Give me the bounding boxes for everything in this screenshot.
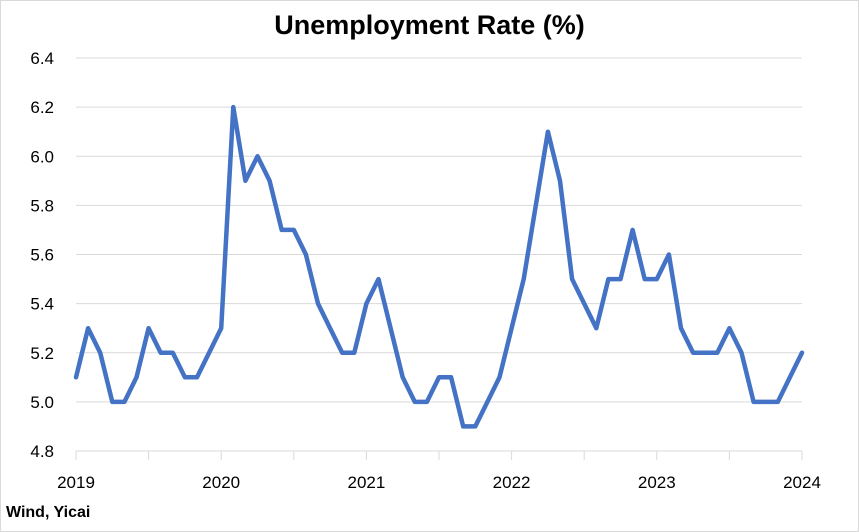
data-point (498, 376, 501, 379)
data-point (184, 376, 186, 379)
source-note: Wind, Yicai (6, 504, 91, 521)
data-point (414, 401, 416, 403)
data-point (522, 278, 525, 280)
data-point (680, 327, 682, 329)
y-tick-label: 4.8 (30, 442, 54, 461)
data-point (656, 278, 658, 280)
data-point (668, 253, 670, 256)
x-tick-label: 2019 (57, 473, 95, 492)
data-point (75, 376, 77, 379)
y-tick-label: 5.6 (30, 246, 54, 265)
data-point (740, 351, 743, 354)
data-point (619, 278, 622, 280)
data-point (450, 376, 452, 379)
x-tick-label: 2024 (783, 473, 821, 492)
data-point (317, 302, 319, 305)
data-point (752, 401, 755, 403)
chart-title: Unemployment Rate (%) (274, 10, 585, 40)
y-tick-label: 6.2 (30, 98, 54, 117)
data-point (268, 180, 271, 182)
data-point (353, 351, 356, 354)
data-point (801, 351, 803, 354)
data-point (147, 327, 150, 329)
data-point (510, 327, 513, 329)
data-point (172, 351, 174, 354)
x-tick-label: 2022 (493, 473, 531, 492)
data-point (99, 351, 101, 354)
data-point (365, 302, 368, 305)
data-point (789, 376, 791, 379)
data-point (111, 401, 114, 403)
data-point (135, 376, 138, 379)
data-point (232, 106, 235, 108)
data-point (244, 180, 247, 182)
data-point (462, 425, 465, 428)
data-point (535, 204, 537, 207)
data-point (293, 229, 295, 231)
data-point (159, 351, 162, 354)
data-point (559, 180, 561, 182)
data-point (631, 229, 634, 231)
data-point (692, 351, 694, 354)
data-point (401, 376, 404, 379)
data-point (438, 376, 440, 379)
data-point (329, 327, 331, 329)
data-point (643, 278, 646, 280)
data-point (704, 351, 706, 354)
data-point (571, 278, 573, 280)
y-tick-label: 6.0 (30, 147, 54, 166)
data-point (486, 401, 489, 403)
y-tick-label: 6.4 (30, 49, 54, 68)
series-line-0 (73, 104, 805, 429)
data-point (377, 278, 380, 280)
data-point (547, 130, 549, 133)
data-point (341, 351, 344, 354)
data-point (123, 401, 126, 403)
x-tick-label: 2020 (202, 473, 240, 492)
data-point (305, 253, 307, 256)
y-tick-label: 5.0 (30, 393, 54, 412)
y-tick-label: 5.2 (30, 344, 54, 363)
data-point (426, 401, 428, 403)
data-point (607, 278, 610, 280)
data-point (208, 351, 210, 354)
x-tick-label: 2023 (638, 473, 676, 492)
data-point (196, 376, 198, 379)
data-point (728, 327, 731, 329)
data-point (777, 401, 779, 403)
x-tick-label: 2021 (347, 473, 385, 492)
data-point (595, 327, 598, 329)
data-point (389, 327, 392, 329)
data-point (280, 229, 283, 231)
data-point (474, 425, 477, 428)
data-point (764, 401, 767, 403)
data-point (716, 351, 719, 354)
data-point (583, 302, 585, 305)
data-point (87, 327, 89, 329)
data-point (256, 155, 259, 158)
data-point (220, 327, 222, 329)
y-tick-label: 5.4 (30, 295, 54, 314)
y-tick-label: 5.8 (30, 196, 54, 215)
